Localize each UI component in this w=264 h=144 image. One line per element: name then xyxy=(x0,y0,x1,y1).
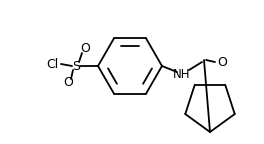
Text: Cl: Cl xyxy=(46,57,58,71)
Text: O: O xyxy=(63,76,73,90)
Text: NH: NH xyxy=(173,68,191,80)
Text: S: S xyxy=(72,59,80,72)
Text: O: O xyxy=(217,55,227,69)
Text: O: O xyxy=(80,42,90,55)
